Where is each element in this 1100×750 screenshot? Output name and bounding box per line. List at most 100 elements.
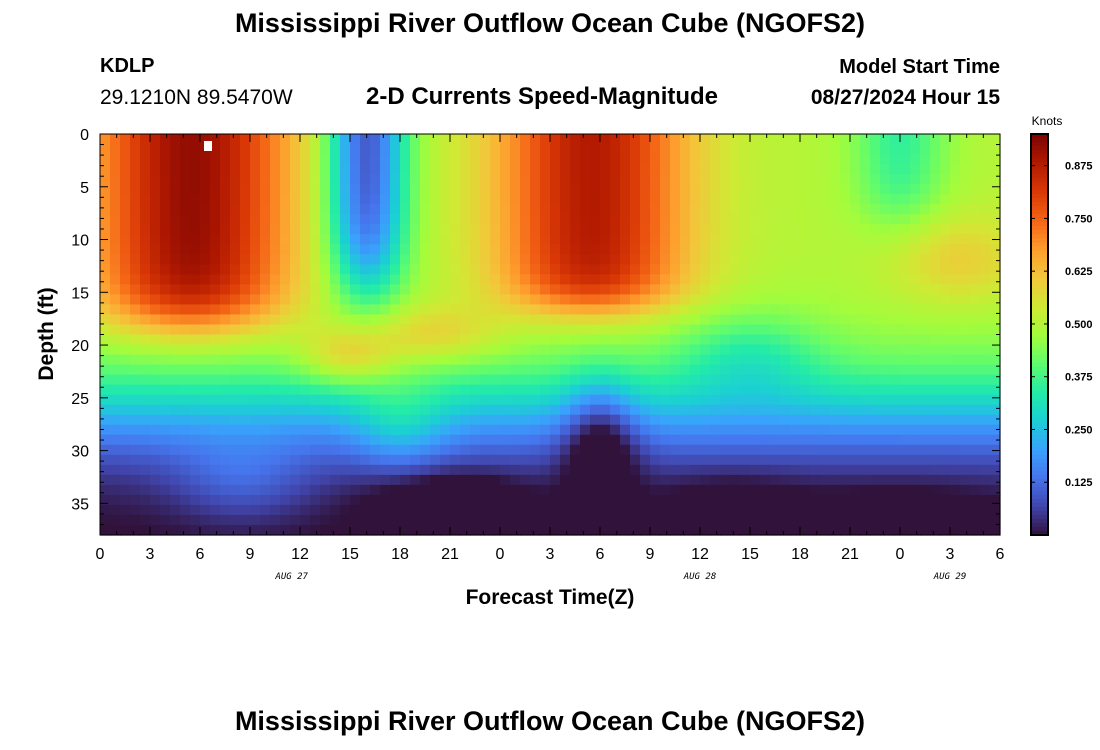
- heatmap-cell: [680, 184, 691, 195]
- heatmap-cell: [780, 254, 791, 265]
- heatmap-cell: [510, 464, 521, 476]
- heatmap-cell: [230, 134, 241, 145]
- colorbar-swatch: [1031, 422, 1048, 428]
- heatmap-cell: [210, 434, 221, 446]
- heatmap-cell: [400, 164, 411, 175]
- heatmap-cell: [930, 214, 941, 225]
- heatmap-cell: [350, 524, 361, 536]
- heatmap-cell: [650, 154, 661, 165]
- heatmap-cell: [990, 194, 1001, 205]
- heatmap-cell: [120, 474, 131, 486]
- heatmap-cell: [730, 354, 741, 366]
- heatmap-cell: [940, 434, 951, 446]
- heatmap-cell: [180, 184, 191, 195]
- heatmap-cell: [810, 194, 821, 205]
- heatmap-cell: [920, 464, 931, 476]
- heatmap-cell: [200, 304, 211, 316]
- heatmap-cell: [530, 144, 541, 155]
- heatmap-cell: [830, 514, 841, 526]
- heatmap-cell: [270, 144, 281, 155]
- heatmap-cell: [640, 144, 651, 155]
- heatmap-cell: [920, 414, 931, 426]
- heatmap-cell: [880, 154, 891, 165]
- heatmap-cell: [370, 514, 381, 526]
- heatmap-cell: [160, 394, 171, 406]
- heatmap-cell: [270, 394, 281, 406]
- heatmap-cell: [770, 264, 781, 275]
- heatmap-cell: [650, 234, 661, 245]
- heatmap-cell: [610, 334, 621, 346]
- heatmap-cell: [760, 144, 771, 155]
- heatmap-cell: [680, 224, 691, 235]
- heatmap-cell: [830, 324, 841, 336]
- heatmap-cell: [660, 144, 671, 155]
- heatmap-cell: [710, 484, 721, 496]
- heatmap-cell: [500, 204, 511, 215]
- heatmap-cell: [840, 144, 851, 155]
- heatmap-cell: [180, 364, 191, 376]
- heatmap-cell: [330, 524, 341, 536]
- heatmap-cell: [920, 174, 931, 185]
- heatmap-cell: [710, 274, 721, 285]
- heatmap-cell: [250, 144, 261, 155]
- heatmap-cell: [900, 244, 911, 255]
- heatmap-cell: [680, 144, 691, 155]
- heatmap-cell: [460, 504, 471, 516]
- heatmap-cell: [980, 134, 991, 145]
- heatmap-cell: [790, 344, 801, 356]
- heatmap-cell: [960, 274, 971, 285]
- heatmap-cell: [310, 414, 321, 426]
- heatmap-cell: [390, 464, 401, 476]
- heatmap-cell: [840, 134, 851, 145]
- heatmap-cell: [830, 524, 841, 536]
- heatmap-cell: [390, 364, 401, 376]
- heatmap-cell: [640, 164, 651, 175]
- heatmap-cell: [260, 204, 271, 215]
- heatmap-cell: [100, 284, 111, 296]
- heatmap-cell: [930, 374, 941, 386]
- heatmap-cell: [270, 234, 281, 245]
- heatmap-cell: [710, 394, 721, 406]
- heatmap-cell: [750, 224, 761, 235]
- heatmap-cell: [250, 434, 261, 446]
- heatmap-cell: [560, 444, 571, 456]
- heatmap-cell: [490, 134, 501, 145]
- heatmap-cell: [980, 144, 991, 155]
- heatmap-cell: [760, 454, 771, 466]
- colorbar-swatch: [1031, 526, 1048, 532]
- colorbar-swatch: [1031, 142, 1048, 147]
- heatmap-cell: [100, 504, 111, 516]
- heatmap-cell: [610, 344, 621, 356]
- heatmap-cell: [460, 364, 471, 376]
- heatmap-cell: [620, 364, 631, 376]
- heatmap-cell: [150, 134, 161, 145]
- heatmap-cell: [510, 324, 521, 336]
- heatmap-cell: [610, 414, 621, 426]
- heatmap-cell: [590, 174, 601, 185]
- heatmap-cell: [610, 184, 621, 195]
- heatmap-cell: [480, 384, 491, 396]
- heatmap-cell: [350, 384, 361, 396]
- heatmap-cell: [780, 324, 791, 336]
- heatmap-cell: [530, 524, 541, 536]
- heatmap-cell: [210, 514, 221, 526]
- heatmap-cell: [190, 344, 201, 356]
- heatmap-cell: [930, 384, 941, 396]
- heatmap-cell: [730, 254, 741, 265]
- heatmap-cell: [450, 134, 461, 145]
- heatmap-cell: [840, 264, 851, 275]
- heatmap-cell: [950, 134, 961, 145]
- heatmap-cell: [840, 194, 851, 205]
- heatmap-cell: [680, 324, 691, 336]
- heatmap-cell: [900, 214, 911, 225]
- heatmap-cell: [940, 254, 951, 265]
- heatmap-cell: [770, 334, 781, 346]
- heatmap-cell: [540, 174, 551, 185]
- heatmap-cell: [530, 214, 541, 225]
- heatmap-cell: [920, 134, 931, 145]
- colorbar-tick-label: 0.125: [1065, 477, 1093, 489]
- heatmap-cell: [660, 314, 671, 326]
- heatmap-cell: [950, 334, 961, 346]
- heatmap-cell: [290, 424, 301, 436]
- heatmap-cell: [170, 324, 181, 336]
